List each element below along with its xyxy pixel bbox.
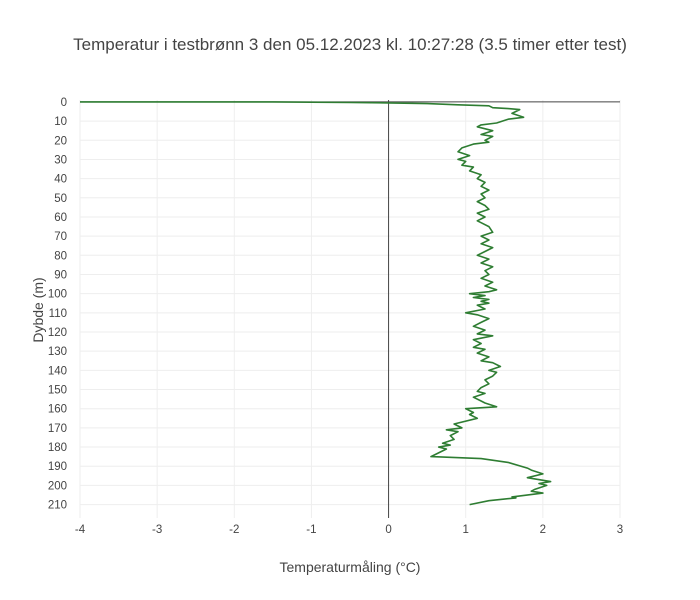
y-tick-label: 90 [54, 269, 67, 281]
y-tick-label: 200 [48, 480, 67, 492]
y-tick-label: 0 [61, 97, 67, 109]
y-tick-label: 20 [54, 135, 67, 147]
x-tick-label: 3 [617, 524, 623, 536]
x-tick-label: -1 [306, 524, 316, 536]
y-axis-label: Dybde (m) [30, 277, 46, 342]
y-tick-label: 50 [54, 193, 67, 205]
grid-layer [79, 100, 621, 518]
y-tick-label: 140 [48, 365, 67, 377]
series-layer [80, 101, 552, 506]
chart-title: Temperatur i testbrønn 3 den 05.12.2023 … [73, 35, 627, 54]
y-tick-label: 120 [48, 327, 67, 339]
y-tick-label: 40 [54, 174, 67, 186]
y-tick-label: 190 [48, 461, 67, 473]
x-tick-label: -4 [75, 524, 86, 536]
y-tick-label: 80 [54, 250, 67, 262]
zero-lines [80, 100, 620, 518]
series-line [80, 101, 552, 506]
x-tick-label: 2 [540, 524, 546, 536]
y-tick-label: 210 [48, 500, 67, 512]
x-axis-label: Temperaturmåling (°C) [280, 559, 421, 575]
y-tick-label: 130 [48, 346, 67, 358]
y-tick-label: 180 [48, 442, 67, 454]
x-tick-label: -3 [152, 524, 162, 536]
y-tick-label: 10 [54, 116, 67, 128]
y-tick-label: 160 [48, 404, 67, 416]
y-tick-label: 150 [48, 385, 67, 397]
y-tick-label: 70 [54, 231, 67, 243]
tick-labels: -4 -3 -2 -1 0 1 2 30102030405060708090100110120… [48, 97, 623, 536]
y-tick-label: 170 [48, 423, 67, 435]
y-tick-label: 60 [54, 212, 67, 224]
x-tick-label: -2 [229, 524, 239, 536]
y-tick-label: 30 [54, 154, 67, 166]
y-tick-label: 100 [48, 289, 67, 301]
y-tick-label: 110 [49, 308, 67, 320]
x-tick-label: 0 [385, 524, 391, 536]
x-tick-label: 1 [463, 524, 469, 536]
